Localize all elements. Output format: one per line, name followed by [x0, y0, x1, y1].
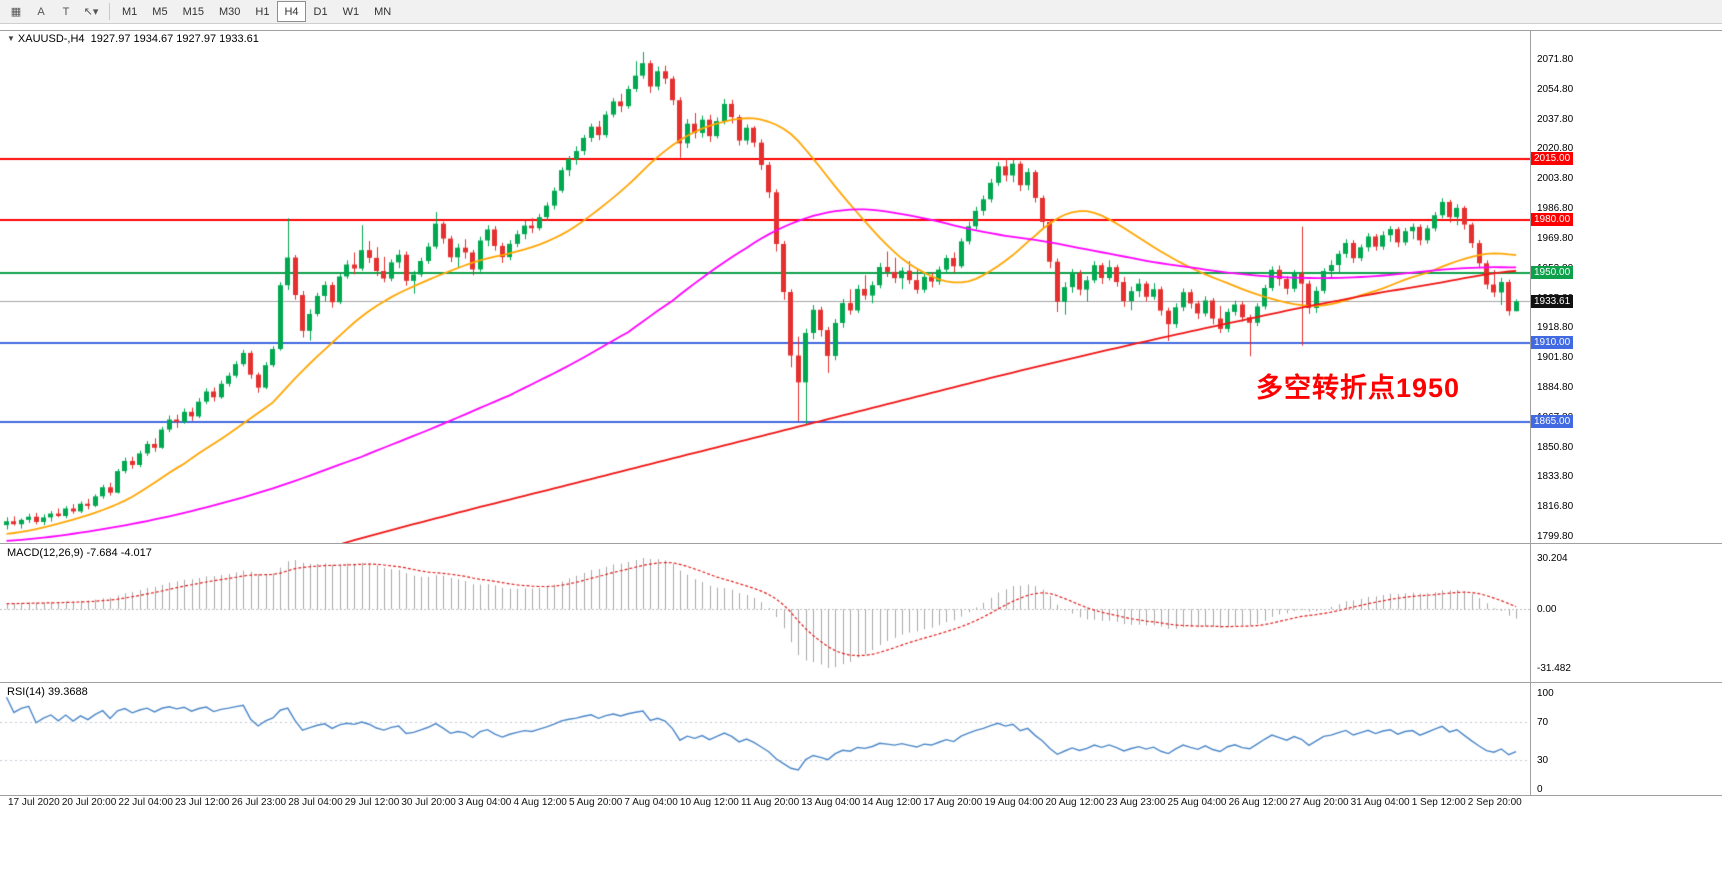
- price-level-tag-1910.00: 1910.00: [1531, 336, 1574, 350]
- time-axis-label: 2 Sep 20:00: [1467, 797, 1522, 808]
- time-axis-label: 19 Aug 04:00: [984, 797, 1044, 808]
- toolbar: ▦ A T ↖▾ M1 M5 M15 M30 H1 H4 D1 W1 MN: [0, 0, 1722, 24]
- time-axis-label: 10 Aug 12:00: [679, 797, 739, 808]
- text-annotation-icon[interactable]: A: [37, 5, 45, 18]
- price-level-tag-1950.00: 1950.00: [1531, 266, 1574, 280]
- time-axis-label: 25 Aug 04:00: [1167, 797, 1227, 808]
- main-chart-canvas[interactable]: [0, 30, 1530, 543]
- chart-symbol-period: XAUUSD-,H4: [17, 33, 85, 45]
- time-axis-label: 20 Jul 20:00: [61, 797, 117, 808]
- timeframe-h1-button[interactable]: H1: [255, 5, 270, 18]
- price-scale[interactable]: 2071.80 2054.80 2037.80 2020.80 2003.80 1986.…: [1530, 30, 1722, 543]
- time-axis-label: 27 Aug 20:00: [1289, 797, 1349, 808]
- timeframe-w1-button[interactable]: W1: [342, 5, 360, 18]
- drawing-tools-dropdown-icon[interactable]: ↖▾: [83, 6, 99, 18]
- time-axis-label: 23 Jul 12:00: [175, 797, 230, 808]
- tool-group: ▦ A T ↖▾: [4, 1, 104, 22]
- timeframe-group: M1 M5 M15 M30 H1 H4 D1 W1 MN: [115, 1, 399, 22]
- price-axis-label: 2071.80: [1537, 54, 1574, 65]
- time-axis-label: 20 Aug 12:00: [1045, 797, 1105, 808]
- price-axis-label: 2037.80: [1537, 113, 1574, 125]
- macd-axis-label: -31.482: [1537, 663, 1571, 674]
- time-axis-label: 28 Jul 04:00: [288, 797, 343, 808]
- price-level-tag-1980.00: 1980.00: [1531, 213, 1574, 227]
- price-axis-label: 1918.80: [1537, 322, 1574, 334]
- time-axis-label: 7 Aug 04:00: [624, 797, 678, 808]
- time-axis-label: 1 Sep 12:00: [1411, 797, 1466, 808]
- rsi-axis-label: 30: [1537, 755, 1549, 767]
- chart-annotation-text: 多空转折点1950: [1256, 373, 1461, 403]
- macd-scale[interactable]: 30.204 0.00 -31.482: [1530, 544, 1722, 682]
- timeframe-m1-button[interactable]: M1: [122, 5, 138, 18]
- price-scale-divider: [1530, 30, 1531, 796]
- charts-grid-icon[interactable]: ▦: [10, 6, 22, 18]
- rsi-scale[interactable]: 100 70 30 0: [1530, 683, 1722, 795]
- current-price-tag: 1933.61: [1531, 294, 1574, 308]
- time-axis-label: 29 Jul 12:00: [344, 797, 400, 808]
- macd-axis-label: 30.204: [1537, 553, 1568, 564]
- timeframe-m30-button[interactable]: M30: [218, 5, 241, 18]
- time-axis-label: 5 Aug 20:00: [568, 797, 623, 808]
- time-axis-label: 22 Jul 04:00: [118, 797, 173, 808]
- time-axis[interactable]: 17 Jul 2020 20 Jul 20:00 22 Jul 04:00 23 Ju…: [0, 797, 1530, 813]
- time-axis-label: 26 Jul 23:00: [231, 797, 287, 808]
- timeframe-m15-button[interactable]: M15: [182, 5, 204, 18]
- macd-axis-label: 0.00: [1537, 604, 1557, 616]
- main-panel: ▼ XAUUSD-,H4 1927.97 1934.67 1927.97 1933…: [0, 30, 1722, 543]
- time-axis-label: 17 Jul 2020: [8, 797, 60, 808]
- time-axis-label: 13 Aug 04:00: [801, 797, 861, 808]
- chart-collapse-icon[interactable]: ▼: [7, 34, 15, 43]
- price-axis-label: 1986.80: [1537, 203, 1574, 215]
- rsi-axis-label: 70: [1537, 716, 1549, 728]
- timeframe-mn-button[interactable]: MN: [374, 5, 392, 18]
- price-axis-label: 2054.80: [1537, 83, 1574, 95]
- price-axis-label: 1833.80: [1537, 471, 1574, 483]
- time-axis-label: 3 Aug 04:00: [457, 797, 512, 808]
- chart-title: ▼ XAUUSD-,H4 1927.97 1934.67 1927.97 1933…: [7, 33, 259, 45]
- time-axis-label: 11 Aug 20:00: [740, 797, 800, 808]
- rsi-panel: RSI(14) 39.3688 100 70 30 0: [0, 683, 1722, 795]
- price-axis-label: 1816.80: [1537, 501, 1574, 513]
- text-frame-icon[interactable]: T: [62, 5, 70, 18]
- time-axis-label: 17 Aug 20:00: [923, 797, 983, 808]
- time-axis-label: 4 Aug 12:00: [513, 797, 567, 808]
- timeframe-d1-button[interactable]: D1: [313, 5, 328, 18]
- toolbar-separator: [109, 3, 110, 20]
- macd-canvas[interactable]: [0, 544, 1530, 682]
- time-axis-label: 23 Aug 23:00: [1106, 797, 1166, 808]
- rsi-indicator-label: RSI(14) 39.3688: [7, 686, 88, 698]
- price-axis-label: 1850.80: [1537, 441, 1574, 453]
- time-axis-label: 14 Aug 12:00: [862, 797, 922, 808]
- rsi-axis-label: 0: [1537, 784, 1543, 795]
- price-axis-label: 1969.80: [1537, 232, 1574, 244]
- time-axis-label: 30 Jul 20:00: [401, 797, 456, 808]
- price-axis-label: 1884.80: [1537, 381, 1574, 393]
- price-axis-label: 2020.80: [1537, 143, 1574, 155]
- price-axis-label: 2003.80: [1537, 173, 1574, 185]
- price-axis-label: 1901.80: [1537, 352, 1574, 364]
- macd-indicator-label: MACD(12,26,9) -7.684 -4.017: [7, 547, 152, 559]
- main-macd-separator: [0, 543, 1722, 544]
- timeframe-m5-button[interactable]: M5: [152, 5, 168, 18]
- price-level-tag-2015.00: 2015.00: [1531, 152, 1574, 166]
- time-axis-label: 31 Aug 04:00: [1350, 797, 1410, 808]
- chart-top-border: [0, 30, 1722, 31]
- macd-rsi-separator: [0, 682, 1722, 683]
- macd-panel: MACD(12,26,9) -7.684 -4.017 30.204 0.00 -3…: [0, 544, 1722, 682]
- price-axis-label: 1799.80: [1537, 531, 1574, 542]
- rsi-canvas[interactable]: [0, 683, 1530, 795]
- rsi-axis-label: 100: [1537, 688, 1554, 699]
- chart-ohlc-values: 1927.97 1934.67 1927.97 1933.61: [90, 33, 259, 45]
- price-level-tag-1865.00: 1865.00: [1531, 415, 1574, 429]
- time-axis-label: 26 Aug 12:00: [1228, 797, 1288, 808]
- rsi-timeaxis-separator: [0, 795, 1722, 796]
- timeframe-h4-button[interactable]: H4: [277, 1, 306, 22]
